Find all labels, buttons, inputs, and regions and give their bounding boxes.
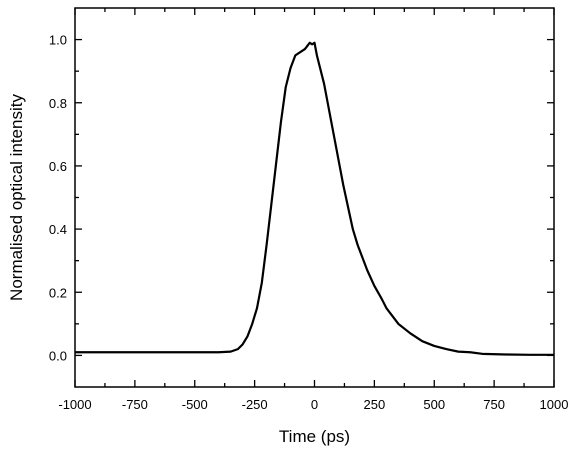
y-tick-label: 0.0 [49,348,67,363]
tick-labels: -1000 -750 -500 -250 0 250 500 750 1000 0.0 0.2 0.4… [49,33,569,412]
y-tick-label: 0.8 [49,96,67,111]
y-tick-label: 0.6 [49,159,67,174]
y-axis-title: Normalised optical intensity [7,94,26,301]
y-tick-label: 0.4 [49,222,67,237]
x-tick-label: 250 [364,397,386,412]
x-axis-title: Time (ps) [279,427,350,446]
plot-frame [74,7,555,388]
x-tick-label: 750 [483,397,505,412]
x-tick-label: 0 [311,397,318,412]
x-tick-label: -1000 [58,397,91,412]
x-tick-label: 1000 [540,397,569,412]
x-tick-label: -500 [182,397,208,412]
x-tick-label: -250 [242,397,268,412]
ticks [74,8,555,387]
x-tick-label: 500 [423,397,445,412]
intensity-curve [75,41,554,356]
y-tick-label: 1.0 [49,33,67,48]
y-tick-label: 0.2 [49,285,67,300]
x-tick-label: -750 [122,397,148,412]
